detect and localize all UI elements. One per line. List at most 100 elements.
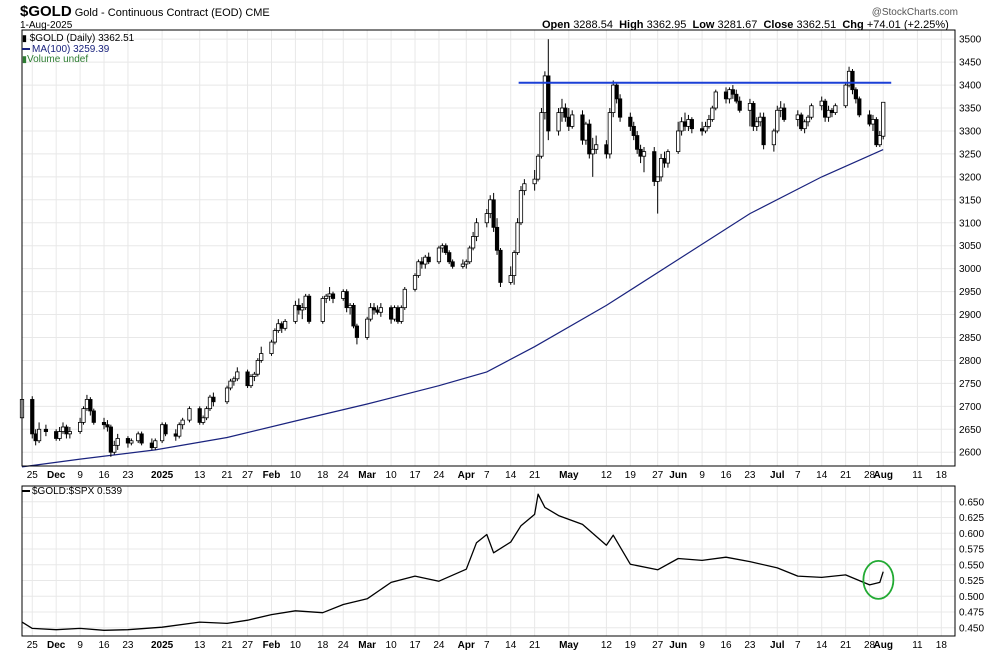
candle — [737, 96, 742, 113]
legend-ma: MA(100) 3259.39 — [22, 44, 109, 55]
price-xtick-label: 2025 — [151, 470, 174, 481]
candle-body-down — [306, 295, 312, 322]
candle-body-down — [450, 261, 455, 267]
chart-header: $GOLD Gold - Continuous Contract (EOD) C… — [20, 3, 270, 20]
candle — [139, 431, 144, 446]
candle-body-up — [300, 307, 305, 311]
close-value: 3362.51 — [796, 19, 837, 31]
candle-body-up — [710, 107, 715, 120]
candle-body-up — [655, 176, 660, 182]
price-ytick-label: 2950 — [959, 287, 982, 298]
candle-body-up — [177, 424, 182, 437]
ratio-xtick-label: 28 — [864, 640, 876, 651]
candle — [91, 408, 96, 425]
chg-label: Chg — [842, 19, 864, 31]
candle — [617, 94, 623, 122]
ratio-ytick-label: 0.600 — [959, 529, 984, 540]
candle — [826, 105, 831, 122]
candle-body-down — [211, 396, 216, 403]
candle-body-down — [91, 410, 96, 423]
candle-body-down — [197, 408, 202, 423]
candle-body-up — [515, 222, 520, 253]
candle — [67, 426, 72, 439]
ratio-panel-frame — [21, 485, 956, 637]
candle-body-up — [440, 245, 445, 249]
candle — [153, 438, 158, 450]
candle-body-down — [751, 103, 756, 127]
ratio-xtick-label: 19 — [625, 640, 637, 651]
candle — [464, 259, 469, 269]
candle — [676, 121, 681, 154]
ratio-xtick-label: 13 — [194, 640, 206, 651]
ratio-ytick-label: 0.650 — [959, 497, 984, 508]
legend-ma-label: MA(100) 3259.39 — [32, 44, 110, 55]
candle — [881, 101, 886, 140]
price-xtick-label: Jul — [770, 470, 785, 481]
candle — [535, 153, 541, 182]
candle — [57, 426, 62, 441]
candle-body-up — [518, 190, 524, 224]
candle — [805, 114, 811, 127]
candle-body-up — [570, 114, 575, 127]
open-label: Open — [542, 19, 571, 31]
candle-body-down — [498, 249, 503, 283]
candle-body-up — [272, 330, 278, 343]
price-xtick-label: 18 — [317, 470, 329, 481]
candle-body-down — [108, 426, 113, 453]
candle-body-up — [248, 376, 254, 387]
price-xtick-label: 17 — [409, 470, 421, 481]
candle — [36, 422, 42, 444]
candle-body-up — [187, 408, 192, 421]
ratio-xtick-label: 11 — [912, 640, 923, 651]
candle-body-up — [67, 431, 72, 435]
ratio-xtick-label: 18 — [936, 640, 948, 651]
candle — [255, 358, 260, 377]
candle-body-up — [423, 256, 428, 265]
price-xtick-label: 12 — [601, 470, 613, 481]
candle-body-down — [614, 84, 619, 100]
candle-body-up — [136, 433, 141, 442]
candle-body-down — [829, 109, 835, 114]
candle — [129, 438, 134, 446]
candle-legend-icon: ▮ — [22, 33, 27, 43]
candle — [850, 69, 855, 95]
candle-body-down — [443, 245, 448, 253]
candle — [88, 397, 93, 416]
candle — [365, 316, 370, 340]
ratio-xtick-label: Apr — [458, 640, 475, 651]
price-ytick-label: 2600 — [959, 448, 982, 459]
candle — [112, 440, 117, 455]
candle-body-up — [115, 438, 120, 446]
price-ytick-label: 2650 — [959, 425, 982, 436]
candle-body-down — [782, 107, 787, 120]
candle — [703, 121, 708, 134]
candle — [293, 300, 298, 324]
exchange: CME — [245, 7, 270, 19]
candle-body-up — [347, 304, 353, 309]
candle — [64, 424, 69, 439]
candle-body-down — [105, 424, 110, 428]
price-xtick-label: 21 — [840, 470, 852, 481]
ratio-xtick-label: 21 — [840, 640, 852, 651]
candle — [833, 103, 838, 115]
candle-body-down — [30, 399, 35, 435]
ratio-xtick-label: 9 — [699, 640, 705, 651]
candle — [853, 87, 858, 104]
candle — [641, 147, 647, 173]
candle-body-down — [631, 125, 636, 136]
candle-body-up — [201, 417, 206, 423]
price-xtick-label: Jun — [669, 470, 687, 481]
candle-body-up — [399, 307, 404, 322]
candle-body-up — [81, 408, 86, 423]
open-value: 3288.54 — [573, 19, 613, 31]
candle-body-up — [665, 151, 671, 164]
candle-body-up — [826, 109, 831, 118]
candle-body-down — [245, 371, 250, 387]
candle — [546, 39, 551, 141]
candle-body-down — [628, 116, 633, 127]
candle-body-up — [542, 75, 547, 114]
candle-body-up — [556, 112, 561, 132]
candles — [19, 39, 886, 457]
candle — [611, 80, 616, 118]
candle-body-up — [231, 378, 236, 382]
